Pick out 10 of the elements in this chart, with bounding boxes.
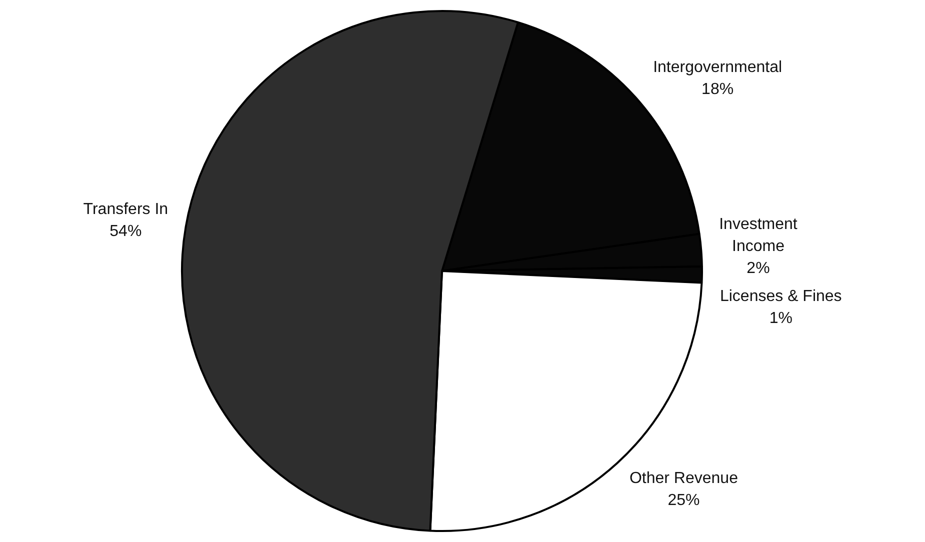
data-label: 18% xyxy=(702,80,734,98)
slice-label: Other Revenue xyxy=(629,470,738,487)
data-label: 54% xyxy=(110,223,142,240)
slice-label: Intergovernmental xyxy=(653,58,782,76)
data-label: 25% xyxy=(668,492,700,509)
slice-label: Transfers In xyxy=(83,201,168,218)
slice-label: Licenses & Fines xyxy=(720,288,842,305)
slice-label: Investment Income xyxy=(719,216,798,255)
data-label: 1% xyxy=(769,310,792,327)
data-label: 2% xyxy=(746,260,770,277)
